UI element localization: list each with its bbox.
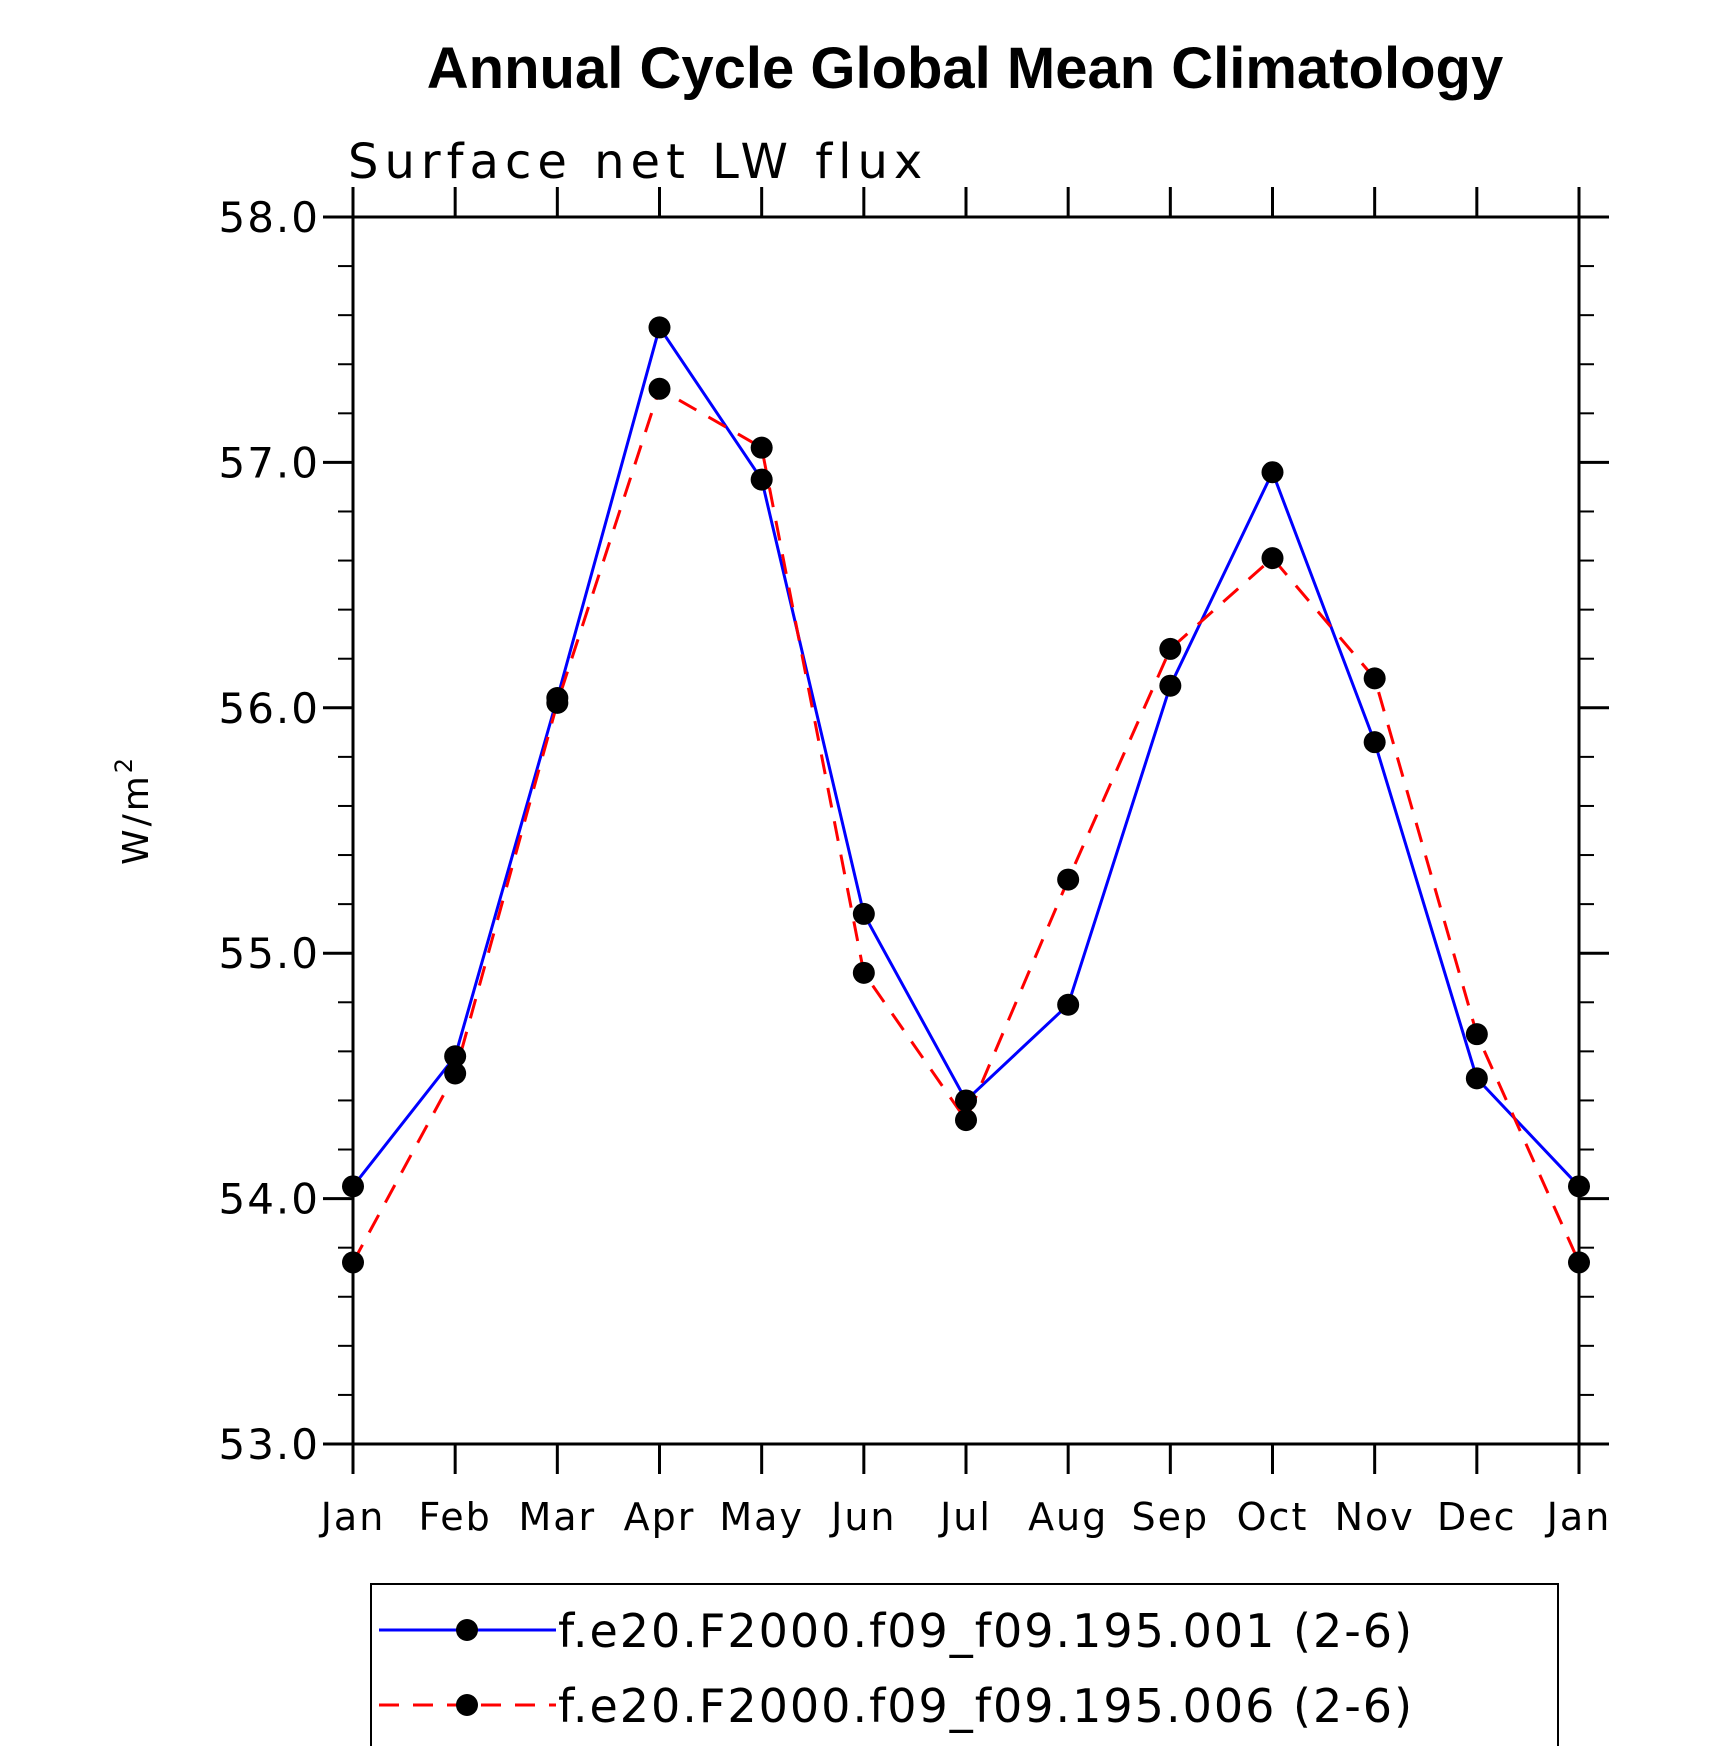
x-tick-label: Jun (829, 1495, 896, 1539)
series-2-point (955, 1109, 977, 1132)
legend-label-series-1: f.e20.F2000.f09_f09.195.001 (2-6) (558, 1604, 1414, 1658)
series-2-point (1363, 667, 1386, 690)
series-line-2 (351, 386, 1581, 1264)
svg-text:W/m2: W/m2 (110, 755, 157, 865)
x-tick-label: Mar (518, 1495, 596, 1539)
legend-box (370, 1583, 1559, 1746)
y-tick-label: 56.0 (218, 684, 320, 733)
y-tick-label: 58.0 (218, 193, 320, 242)
y-axis-label-superscript: 2 (110, 755, 138, 773)
series-1-point (955, 1089, 977, 1112)
series-2-point (1465, 1023, 1488, 1046)
x-tick-label: Jan (319, 1495, 386, 1539)
chart-title: Annual Cycle Global Mean Climatology (427, 36, 1503, 101)
series-1-point (1261, 461, 1284, 484)
series-1-point (1568, 1175, 1590, 1198)
legend-marker-series-2 (456, 1694, 478, 1716)
series-1-point (648, 316, 671, 339)
series-1-point (342, 1175, 364, 1198)
x-tick-label: Jul (938, 1495, 992, 1539)
series-1-point (1363, 731, 1386, 754)
chart-subtitle: Surface net LW flux (348, 134, 928, 190)
x-tick-label: May (719, 1495, 804, 1539)
x-tick-label: Aug (1028, 1495, 1108, 1539)
series-2-point (1057, 868, 1080, 891)
series-1-point (750, 468, 773, 491)
x-tick-label: Oct (1237, 1495, 1309, 1539)
series-layer (342, 316, 1590, 1274)
x-tick-label: Dec (1437, 1495, 1517, 1539)
series-2-point (648, 377, 671, 400)
series-2-point (1261, 547, 1284, 570)
y-tick-label: 57.0 (218, 438, 320, 487)
series-2-point (546, 691, 569, 714)
y-tick-label: 54.0 (218, 1175, 320, 1224)
legend: f.e20.F2000.f09_f09.195.001 (2-6) f.e20.… (370, 1583, 1559, 1746)
series-2-point (1568, 1251, 1590, 1274)
plot-frame (351, 215, 1581, 1446)
series-1-point (1159, 674, 1182, 697)
x-tick-label: Feb (419, 1495, 492, 1539)
legend-marker-series-1 (456, 1619, 478, 1641)
series-1-point (852, 902, 875, 925)
axes: Jan Feb Mar Apr May Jun Jul Aug Sep Oct Nov Dec Jan 5… (218, 187, 1612, 1539)
x-tick-label: Sep (1132, 1495, 1210, 1539)
series-2-point (1159, 637, 1182, 660)
series-line-1 (351, 323, 1581, 1188)
y-axis-label: W/m2 (110, 755, 157, 865)
legend-label-series-2: f.e20.F2000.f09_f09.195.006 (2-6) (558, 1679, 1414, 1733)
x-tick-label: Nov (1335, 1495, 1415, 1539)
y-tick-label: 53.0 (218, 1420, 320, 1469)
x-tick-label: Apr (624, 1495, 696, 1539)
series-2-point (852, 961, 875, 984)
series-2-point (342, 1251, 364, 1274)
series-2-point (444, 1062, 467, 1085)
series-1-point (1057, 993, 1080, 1016)
series-1-point (1465, 1067, 1488, 1090)
series-1-point (444, 1045, 467, 1068)
y-tick-label: 55.0 (218, 929, 320, 978)
series-2-point (750, 436, 773, 459)
x-tick-label: Jan (1545, 1495, 1612, 1539)
y-axis-label-text: W/m (116, 773, 157, 865)
